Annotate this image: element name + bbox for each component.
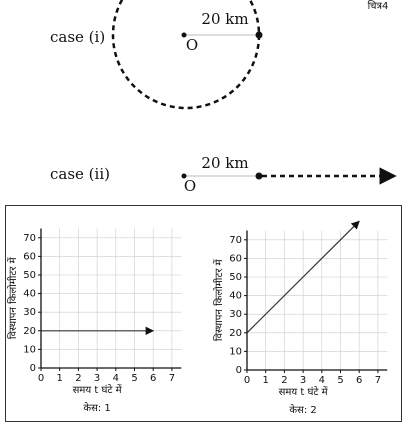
y-tick-label: 30 — [23, 307, 36, 318]
x-tick-label: 1 — [57, 373, 63, 384]
distance-label: 20 km — [201, 154, 248, 172]
y-tick-label: 0 — [30, 363, 36, 374]
y-tick-label: 10 — [229, 346, 242, 357]
y-axis-label: विस्थापन किलोमीटर में — [7, 256, 19, 339]
end-point — [255, 31, 263, 39]
y-tick-label: 40 — [23, 289, 36, 300]
y-tick-label: 20 — [229, 328, 242, 339]
x-tick-label: 4 — [113, 373, 119, 384]
y-tick-label: 0 — [236, 365, 242, 376]
caption: केस: 2 — [289, 404, 316, 416]
y-tick-label: 50 — [229, 272, 242, 283]
x-tick-label: 3 — [94, 373, 100, 384]
y-tick-label: 50 — [23, 270, 36, 281]
y-tick-label: 10 — [23, 344, 36, 355]
x-tick-label: 6 — [356, 375, 362, 386]
origin-label: O — [184, 177, 196, 195]
origin-point — [181, 32, 187, 38]
origin-point — [181, 173, 187, 179]
y-tick-label: 30 — [229, 309, 242, 320]
caption: केस: 1 — [83, 402, 110, 414]
x-tick-label: 6 — [150, 373, 156, 384]
graph-frame — [5, 205, 402, 422]
x-tick-label: 2 — [75, 373, 81, 384]
x-tick-label: 0 — [38, 373, 44, 384]
y-tick-label: 70 — [229, 235, 242, 246]
x-tick-label: 7 — [169, 373, 175, 384]
end-point — [255, 172, 263, 180]
y-tick-label: 70 — [23, 233, 36, 244]
x-tick-label: 7 — [375, 375, 381, 386]
distance-label: 20 km — [201, 10, 248, 28]
x-axis-label: समय t घंटे में — [73, 384, 123, 396]
y-axis-label: विस्थापन किलोमीटर में — [213, 258, 225, 341]
y-tick-label: 40 — [229, 291, 242, 302]
y-tick-label: 60 — [23, 251, 36, 262]
x-tick-label: 3 — [300, 375, 306, 386]
x-tick-label: 5 — [131, 373, 137, 384]
x-axis-label: समय t घंटे में — [279, 386, 329, 398]
case-label: case (i) — [50, 28, 105, 46]
data-line — [246, 220, 360, 334]
x-tick-label: 0 — [244, 375, 250, 386]
y-tick-label: 20 — [23, 326, 36, 337]
origin-label: O — [186, 36, 198, 54]
case-label: case (ii) — [50, 165, 110, 183]
x-tick-label: 1 — [263, 375, 269, 386]
x-tick-label: 5 — [337, 375, 343, 386]
figure-label: चित्र4 — [368, 0, 389, 12]
x-tick-label: 4 — [319, 375, 325, 386]
y-tick-label: 60 — [229, 253, 242, 264]
x-tick-label: 2 — [281, 375, 287, 386]
